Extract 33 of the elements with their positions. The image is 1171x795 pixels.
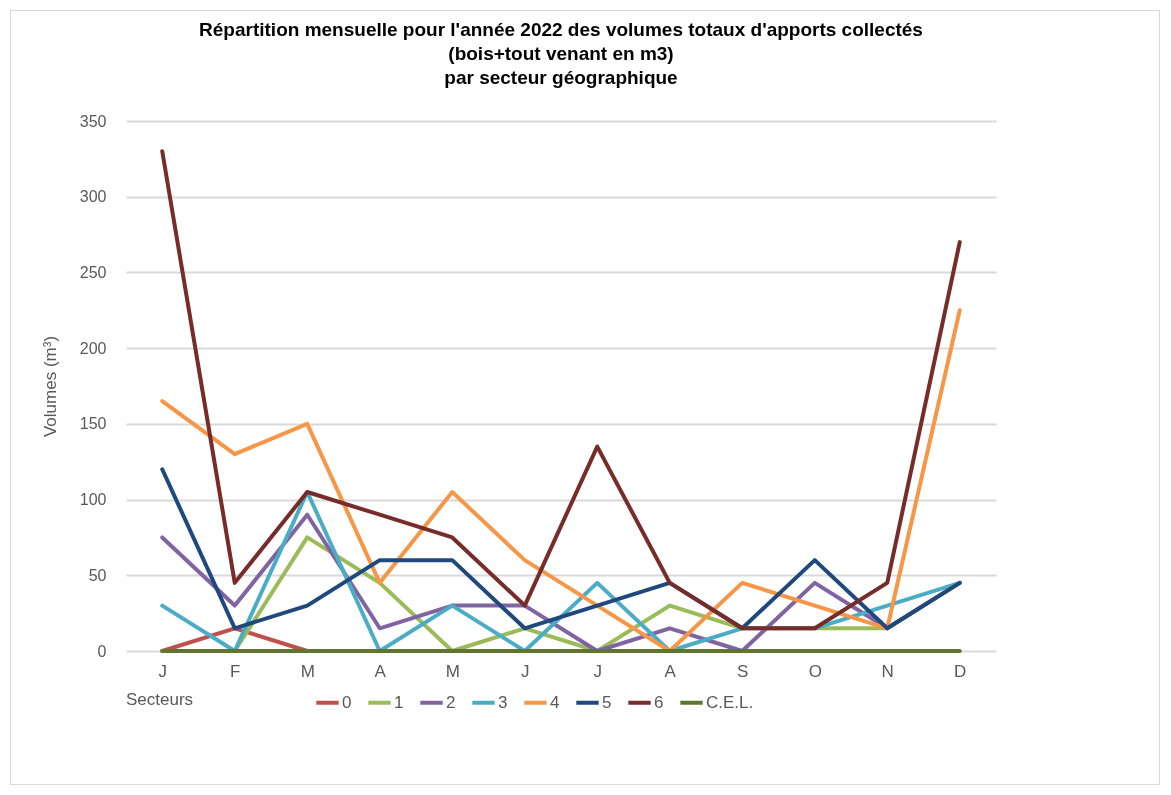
y-axis-title: Volumes (m³) [40,335,60,438]
x-tick-label: F [230,661,241,681]
x-tick-label: A [374,661,387,681]
chart-title: Répartition mensuelle pour l'année 2022 des volumes totaux d'apports collectés (bois+tout venant en m3) par secteur géographique [199,19,923,88]
legend-label: 5 [602,692,612,712]
y-tick-label: 150 [79,415,107,433]
line-series [160,149,962,631]
legend-label: 4 [550,692,560,712]
legend-label: 2 [446,692,456,712]
x-tick-label: J [521,661,530,681]
x-tick-label: S [737,661,749,681]
x-tick-label: M [300,661,315,681]
legend-label: 1 [394,692,404,712]
line-series [160,467,962,631]
x-tick-label: J [593,661,602,681]
y-tick-label: 300 [79,188,107,206]
legend-label: 6 [654,692,664,712]
y-tick-label: 50 [88,566,107,584]
x-tick-label: A [664,661,677,681]
x-tick-label: M [445,661,460,681]
x-tick-label: J [158,661,167,681]
x-tick-label: O [808,661,822,681]
y-tick-label: 0 [97,642,107,660]
x-tick-label: D [954,661,967,681]
legend-title: Secteurs [126,690,194,709]
x-tick-label: N [881,661,894,681]
legend-label: C.E.L. [706,692,754,712]
legend-label: 0 [342,692,352,712]
y-tick-label: 100 [79,491,107,509]
y-tick-label: 350 [79,112,107,130]
y-tick-label: 200 [79,339,107,357]
legend-label: 3 [498,692,508,712]
y-tick-label: 250 [79,263,107,281]
